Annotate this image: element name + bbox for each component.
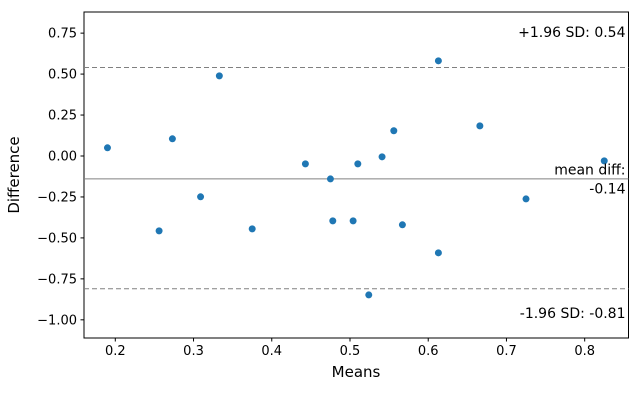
x-axis-label: Means <box>332 363 381 381</box>
x-axis-tick-label: 0.7 <box>496 344 517 359</box>
data-point <box>354 160 362 168</box>
data-point <box>390 127 398 135</box>
data-point <box>326 175 334 183</box>
data-point <box>522 195 530 203</box>
y-axis-tick-label: −0.75 <box>37 272 77 287</box>
x-axis-tick-label: 0.5 <box>340 344 361 359</box>
x-axis-tick-label: 0.4 <box>261 344 282 359</box>
data-point <box>349 217 357 225</box>
data-point <box>155 227 163 235</box>
y-axis-tick-label: −0.25 <box>37 190 77 205</box>
y-axis-tick-label: 0.00 <box>48 149 77 164</box>
upper-loa-annotation: +1.96 SD: 0.54 <box>518 25 625 41</box>
data-point <box>378 153 386 161</box>
y-axis-tick-label: −1.00 <box>37 313 77 328</box>
data-point <box>197 193 205 201</box>
data-point <box>329 217 337 225</box>
data-point <box>476 122 484 130</box>
y-axis-tick-label: 0.25 <box>48 109 77 124</box>
mean-diff-annotation-label: mean diff: <box>554 163 625 179</box>
lower-loa-annotation: -1.96 SD: -0.81 <box>520 306 626 322</box>
data-point <box>248 225 256 233</box>
mean-diff-annotation-value: -0.14 <box>589 182 625 198</box>
y-axis-tick-label: −0.50 <box>37 231 77 246</box>
data-point <box>215 72 223 80</box>
y-axis-tick-label: 0.50 <box>48 68 77 83</box>
plot-area <box>83 11 629 339</box>
data-point <box>434 57 442 65</box>
y-axis-label: Difference <box>5 136 23 213</box>
data-point <box>168 135 176 143</box>
data-point <box>398 221 406 229</box>
data-point <box>600 157 608 165</box>
x-axis-tick-label: 0.3 <box>183 344 204 359</box>
data-point <box>434 249 442 257</box>
data-point <box>103 144 111 152</box>
y-axis-tick-label: 0.75 <box>48 27 77 42</box>
x-axis-tick-label: 0.8 <box>574 344 595 359</box>
x-axis-tick-label: 0.2 <box>105 344 126 359</box>
data-point <box>365 291 373 299</box>
data-point <box>301 160 309 168</box>
x-axis-tick-label: 0.6 <box>418 344 439 359</box>
